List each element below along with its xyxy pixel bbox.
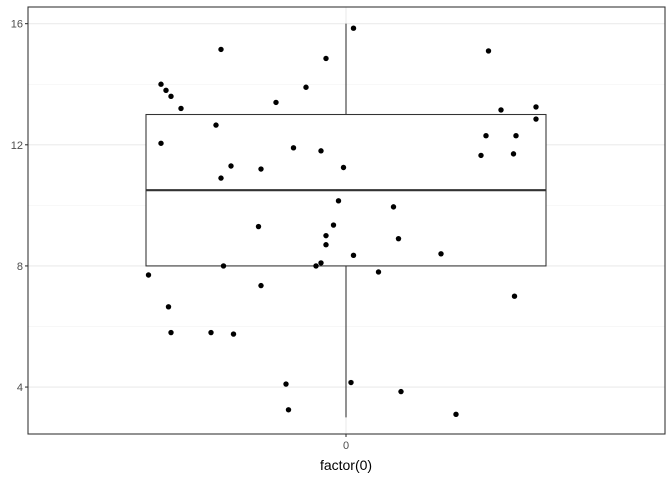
data-point [323, 55, 329, 62]
data-point [438, 251, 444, 257]
data-point [390, 204, 397, 210]
data-point [513, 133, 519, 139]
data-point [485, 48, 492, 54]
data-point [318, 148, 324, 154]
data-point [533, 116, 539, 122]
data-point [258, 282, 264, 289]
data-point [395, 235, 402, 242]
data-point [340, 164, 347, 171]
data-point [228, 163, 234, 169]
data-point [178, 105, 184, 112]
data-point [145, 272, 152, 278]
data-point [318, 260, 324, 266]
data-point [375, 269, 382, 275]
jitter-points [145, 25, 539, 418]
data-point [290, 145, 297, 151]
data-point [168, 329, 174, 336]
data-point [350, 25, 357, 31]
boxplot [145, 23, 547, 418]
data-point [483, 133, 489, 139]
y-tick-label: 16 [11, 19, 23, 31]
data-point [510, 151, 517, 157]
data-point [255, 223, 262, 230]
data-point [218, 175, 224, 181]
data-point [533, 104, 539, 110]
data-point [303, 84, 309, 90]
data-point [283, 381, 289, 387]
data-point [230, 331, 237, 337]
data-point [498, 107, 504, 113]
data-point [478, 152, 484, 159]
y-tick-label: 12 [11, 140, 23, 152]
y-tick-label: 8 [17, 261, 23, 273]
axes: 4 8 12 16 0 [11, 19, 349, 452]
data-point [350, 252, 357, 259]
data-point [453, 411, 459, 418]
data-point [218, 46, 224, 53]
data-point [323, 232, 329, 239]
data-point [163, 87, 169, 93]
data-point [313, 263, 319, 269]
data-point [330, 222, 337, 228]
data-point [213, 122, 219, 128]
data-point [258, 166, 264, 172]
y-tick-label: 4 [17, 382, 23, 394]
data-point [348, 379, 354, 386]
data-point [511, 293, 518, 299]
data-point [208, 329, 214, 336]
data-point [158, 140, 164, 146]
data-point [273, 99, 279, 106]
data-point [285, 407, 292, 413]
data-point [220, 263, 227, 269]
data-point [158, 81, 164, 87]
data-point [165, 304, 172, 310]
data-point [168, 93, 174, 100]
x-tick-label: 0 [343, 440, 349, 452]
data-point [335, 198, 342, 204]
x-axis-title: factor(0) [320, 457, 372, 473]
data-point [323, 242, 329, 248]
data-point [398, 388, 404, 395]
